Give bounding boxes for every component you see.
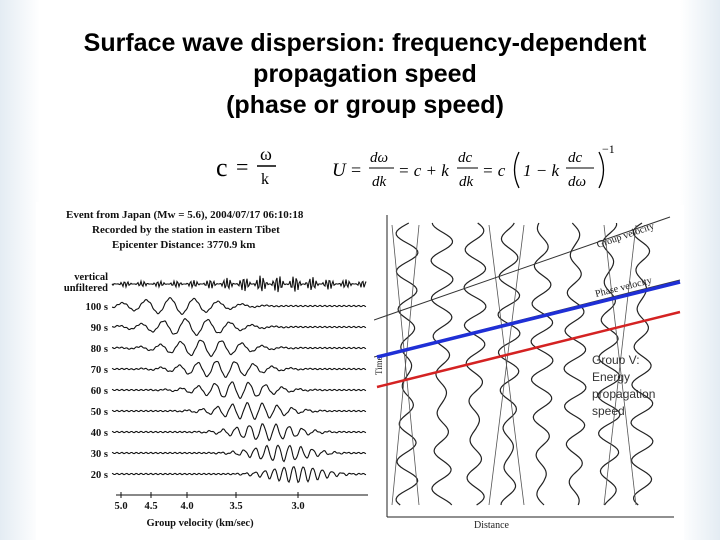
phase-velocity-equation: c = ω k	[216, 144, 276, 188]
group-velocity-line	[376, 310, 681, 389]
slide-title: Surface wave dispersion: frequency-depen…	[20, 28, 710, 121]
seismogram-trace-70s	[111, 360, 367, 379]
envelope-line-1	[391, 224, 420, 506]
seismogram-trace-50s	[111, 401, 367, 421]
eq-u-one-minus-k: 1 − k	[523, 161, 559, 180]
envelope-line-5	[603, 224, 637, 506]
eq-u-c-plus-k: = c + k	[398, 161, 449, 180]
eq-u-num1: dω	[370, 150, 388, 166]
velocity-tick-5.0: 5.0	[114, 501, 127, 512]
eq-u-exponent: −1	[602, 142, 615, 156]
seismogram-header-2: Recorded by the station in eastern Tibet	[92, 224, 280, 236]
title-line-2: propagation speed	[253, 60, 477, 88]
wave-trace-1	[430, 222, 454, 506]
eq-c-equals: =	[236, 154, 248, 179]
trace-label-vertical: vertical	[74, 272, 108, 283]
eq-u-den1: dk	[372, 174, 387, 190]
wave-trace-5	[563, 222, 587, 506]
eq-c-numerator: ω	[260, 144, 272, 164]
wave-trace-0	[395, 222, 419, 506]
annotation-line-4: speed	[592, 404, 625, 418]
envelope-line-3	[488, 224, 525, 506]
wave-trace-6	[597, 222, 621, 506]
eq-u-num3: dc	[568, 150, 583, 166]
seismogram-trace-20s	[111, 465, 367, 484]
eq-u-lhs: U	[332, 160, 347, 181]
trace-label-40s: 40 s	[91, 428, 108, 439]
trace-label-30s: 30 s	[91, 449, 108, 460]
seismogram-trace-80s	[111, 339, 367, 358]
eq-u-den3: dω	[568, 174, 586, 190]
eq-u-den2: dk	[459, 174, 474, 190]
time-axis-label: Time	[374, 356, 384, 375]
seismogram-figure: Event from Japan (Mw = 5.6), 2004/07/17 …	[36, 202, 374, 540]
group-velocity-equation: U = dω dk = c + k dc dk = c 1 − k dc dω …	[318, 128, 618, 206]
wave-trace-3	[497, 222, 521, 506]
trace-label-80s: 80 s	[91, 344, 108, 355]
trace-label-20s: 20 s	[91, 470, 108, 481]
seismogram-trace-unfiltered	[111, 275, 367, 293]
title-line-3: (phase or group speed)	[226, 91, 504, 119]
dispersion-diagram: Time Distance Group velocity Phase veloc…	[374, 205, 684, 540]
velocity-tick-4.0: 4.0	[180, 501, 193, 512]
velocity-tick-4.5: 4.5	[144, 501, 157, 512]
phase-velocity-line	[376, 280, 681, 359]
velocity-tick-3.5: 3.5	[229, 501, 242, 512]
velocity-axis-label: Group velocity (km/sec)	[146, 518, 254, 529]
seismogram-trace-30s	[111, 444, 367, 463]
trace-label-50s: 50 s	[91, 407, 108, 418]
slide-background-right	[680, 0, 720, 540]
eq-u-equals-c: = c	[482, 161, 506, 180]
eq-u-equals: =	[351, 160, 361, 180]
trace-label-100s: 100 s	[86, 302, 108, 313]
annotation-line-3: propagation	[592, 387, 655, 401]
seismogram-header-1: Event from Japan (Mw = 5.6), 2004/07/17 …	[66, 209, 304, 221]
annotation-line-2: Energy	[592, 370, 630, 384]
wave-trace-7	[630, 222, 654, 506]
trace-label-unfiltered: unfiltered	[64, 283, 108, 294]
seismogram-trace-100s	[111, 296, 367, 316]
eq-u-num2: dc	[458, 150, 473, 166]
seismogram-trace-90s	[111, 317, 367, 337]
annotation-line-1: Group V:	[592, 353, 640, 367]
wave-trace-4	[530, 222, 554, 506]
seismogram-header-3: Epicenter Distance: 3770.9 km	[112, 239, 255, 251]
eq-u-left-paren	[513, 151, 520, 189]
velocity-tick-3.0: 3.0	[291, 501, 304, 512]
eq-u-right-paren	[598, 151, 605, 189]
eq-c-denominator: k	[261, 171, 269, 188]
seismogram-trace-60s	[111, 381, 367, 400]
distance-axis-label: Distance	[474, 520, 510, 531]
group-velocity-line-black	[374, 216, 671, 321]
trace-label-90s: 90 s	[91, 323, 108, 334]
seismogram-trace-40s	[111, 423, 367, 442]
title-line-1: Surface wave dispersion: frequency-depen…	[83, 29, 647, 57]
slide-background-left	[0, 0, 40, 540]
eq-c-lhs: c	[216, 153, 228, 182]
trace-label-60s: 60 s	[91, 386, 108, 397]
trace-label-70s: 70 s	[91, 365, 108, 376]
